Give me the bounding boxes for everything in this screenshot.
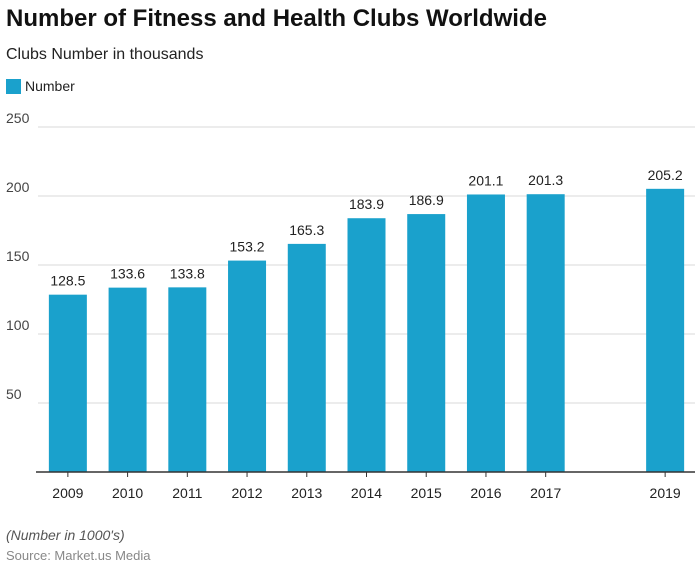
- legend: Number: [6, 78, 75, 94]
- data-label: 165.3: [289, 222, 324, 238]
- chart-source: Source: Market.us Media: [6, 548, 151, 563]
- x-tick-label: 2019: [650, 485, 681, 501]
- bar: [228, 260, 267, 472]
- data-label: 183.9: [349, 196, 384, 212]
- bar: [347, 218, 386, 472]
- bar: [108, 287, 147, 472]
- y-tick-label: 50: [6, 386, 22, 402]
- bar: [526, 194, 565, 472]
- data-label: 201.1: [468, 172, 503, 188]
- data-label: 201.3: [528, 172, 563, 188]
- chart-title: Number of Fitness and Health Clubs World…: [6, 5, 547, 32]
- x-tick-label: 2016: [470, 485, 501, 501]
- x-tick-label: 2010: [112, 485, 143, 501]
- legend-label: Number: [25, 78, 75, 94]
- bar: [48, 294, 87, 472]
- bar: [168, 287, 207, 472]
- bar: [287, 243, 326, 472]
- data-label: 133.8: [170, 265, 205, 281]
- bar: [466, 194, 505, 472]
- x-tick-label: 2017: [530, 485, 561, 501]
- x-tick-label: 2012: [231, 485, 262, 501]
- x-tick-label: 2009: [52, 485, 83, 501]
- data-label: 128.5: [50, 273, 85, 289]
- bar: [407, 214, 446, 472]
- y-tick-label: 100: [6, 317, 30, 333]
- x-tick-label: 2013: [291, 485, 322, 501]
- data-label: 205.2: [648, 167, 683, 183]
- data-label: 153.2: [230, 239, 265, 255]
- bar: [646, 188, 685, 472]
- y-tick-label: 150: [6, 248, 30, 264]
- y-tick-label: 200: [6, 179, 30, 195]
- chart-note: (Number in 1000's): [6, 527, 125, 543]
- legend-swatch: [6, 78, 21, 94]
- chart-subtitle: Clubs Number in thousands: [6, 46, 204, 63]
- x-tick-label: 2011: [172, 485, 202, 501]
- y-tick-label: 250: [6, 110, 30, 126]
- data-label: 186.9: [409, 192, 444, 208]
- x-tick-label: 2014: [351, 485, 382, 501]
- x-tick-label: 2015: [411, 485, 442, 501]
- data-label: 133.6: [110, 266, 145, 282]
